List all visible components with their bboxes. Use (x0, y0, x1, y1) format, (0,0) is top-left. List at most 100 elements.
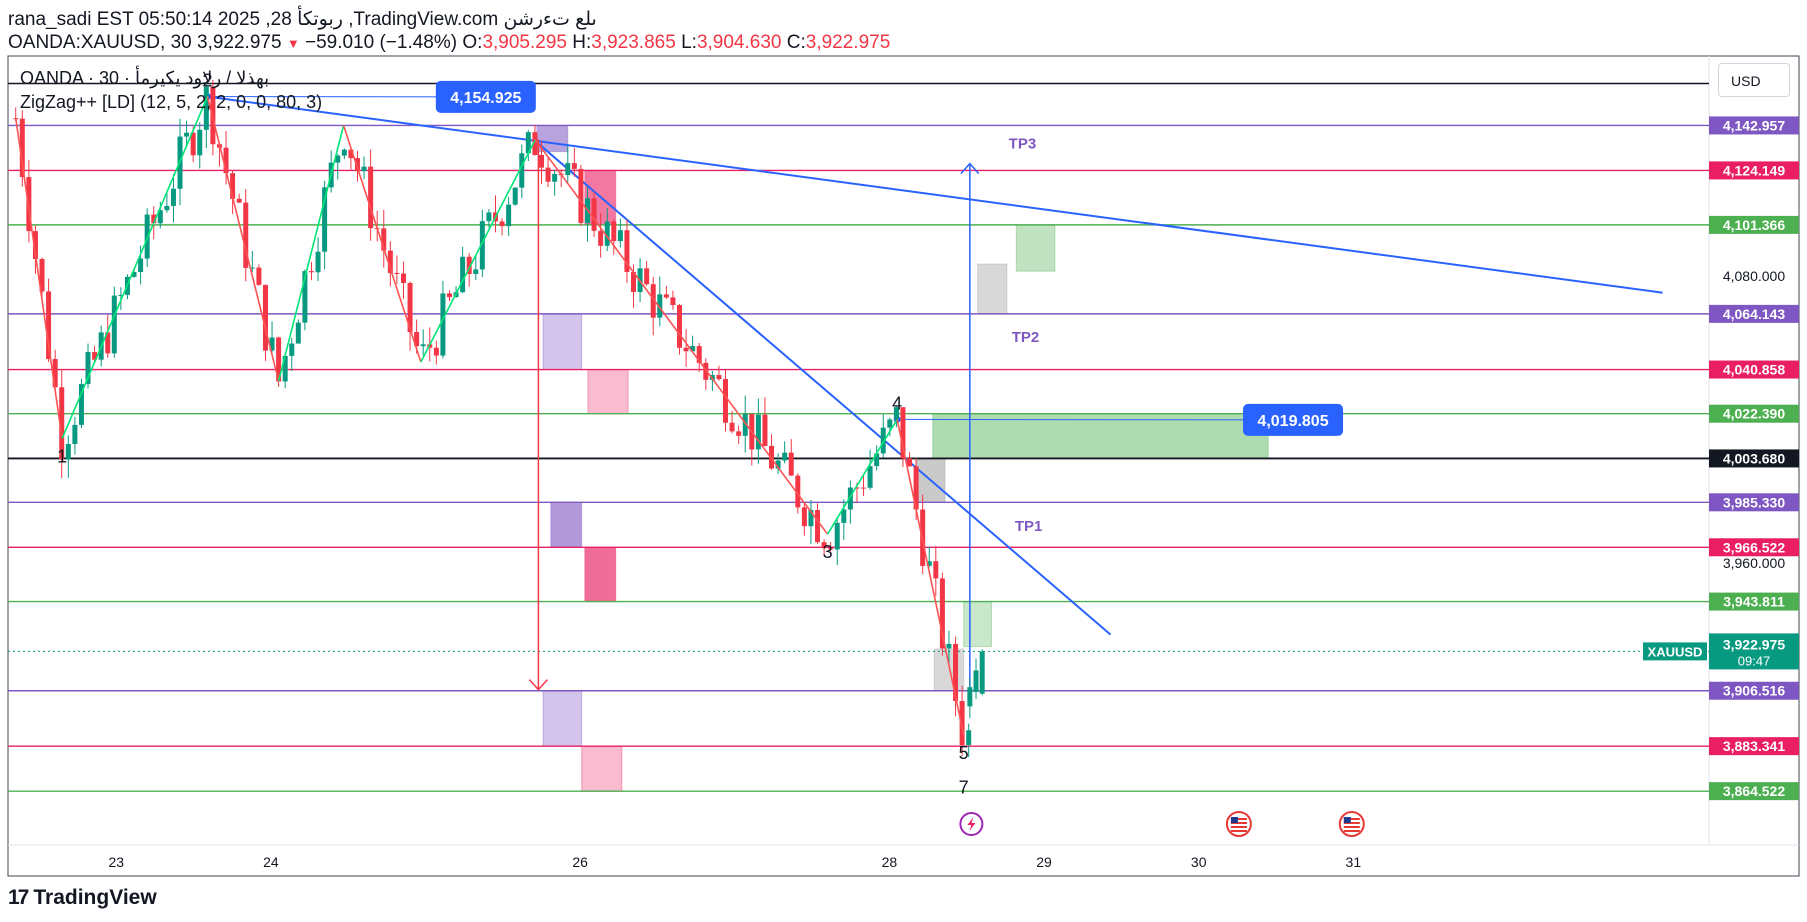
zone-green-6 (932, 413, 1269, 459)
chart-legend-symbol[interactable]: OANDA · 30 · بهذلا / رلاود يكيرمأ (20, 68, 270, 88)
candle-body-76 (512, 187, 518, 205)
candle-body-137 (913, 466, 919, 510)
candle-body-59 (400, 273, 406, 284)
zigzag-point-label-1: 1 (57, 447, 67, 467)
level-badge-label-2: 4,101.366 (1723, 217, 1785, 233)
x-tick-label-5: 30 (1191, 854, 1207, 870)
price-change: −59.010 (−1.48%) (304, 32, 458, 53)
zigzag-segment-7 (826, 419, 898, 535)
price-callout-0 (435, 80, 536, 113)
candle-body-43 (295, 322, 301, 344)
candle-body-119 (795, 475, 801, 508)
last-price: 3,922.975 (197, 32, 282, 53)
candle-body-62 (420, 344, 426, 347)
high-label: H: (572, 32, 592, 53)
candle-body-78 (525, 132, 531, 154)
open-value: 3,905.295 (482, 32, 567, 53)
candle-body-105 (703, 362, 709, 380)
candle-body-66 (446, 293, 452, 298)
us-flag-event-icon-stripe-2-1 (1343, 822, 1360, 824)
candle-body-84 (565, 163, 571, 176)
level-badge-1 (1709, 161, 1799, 180)
candle-body-129 (861, 487, 867, 489)
tradingview-logo[interactable]: 17 TradingView (8, 886, 157, 910)
level-badge-label-5: 4,022.390 (1723, 406, 1785, 422)
candle-body-33 (230, 173, 236, 199)
candle-body-32 (223, 147, 229, 174)
arrow-head-1 (960, 162, 980, 175)
chart-legend-indicator[interactable]: ZigZag++ [LD] (12, 5, 2, 2, 0, 0, 80, 3) (20, 92, 323, 112)
level-badge-label-3: 4,064.143 (1723, 306, 1785, 322)
candle-body-79 (532, 132, 538, 155)
lightning-event-icon-bolt-0 (967, 817, 976, 831)
x-tick-label-0: 23 (108, 854, 124, 870)
candle-body-3 (32, 231, 38, 260)
candle-body-52 (354, 158, 360, 172)
target-label-tp1: TP1 (1015, 518, 1043, 535)
candle-body-101 (677, 305, 683, 348)
zone-red-9 (584, 546, 617, 603)
candle-body-40 (276, 337, 282, 382)
candle-body-26 (184, 132, 190, 137)
close-value: 3,922.975 (805, 32, 891, 53)
candle-body-7 (59, 387, 65, 460)
trendline-1 (533, 138, 1112, 636)
zone-purple-4 (542, 313, 583, 371)
level-badge-label-4: 4,040.858 (1723, 362, 1785, 378)
candle-body-24 (170, 188, 176, 206)
candle-body-85 (571, 163, 577, 169)
zigzag-segment-5 (420, 139, 537, 363)
symbol-interval[interactable]: OANDA:XAUUSD, 30 (8, 32, 192, 53)
level-badge-label-8: 3,966.522 (1723, 539, 1785, 555)
lightning-event-icon-ring-0 (959, 812, 984, 836)
level-badge-5 (1709, 404, 1799, 423)
candle-body-118 (788, 452, 794, 476)
candle-body-100 (670, 297, 676, 306)
zigzag-point-label-2: 2 (202, 71, 212, 91)
zone-purple-8 (550, 501, 583, 548)
us-flag-event-icon-stripe-1-1 (1230, 822, 1247, 824)
candle-body-11 (85, 352, 91, 385)
candle-body-134 (893, 407, 899, 420)
zone-red-5 (587, 369, 629, 415)
level-badge-7 (1709, 493, 1799, 512)
zone-green-10 (963, 601, 992, 648)
candle-body-56 (381, 228, 387, 251)
zone-green-2 (1015, 224, 1056, 272)
candle-body-110 (736, 431, 742, 436)
candle-body-140 (933, 561, 939, 579)
y-tick-label-1: 3,960.000 (1723, 555, 1785, 571)
us-flag-event-icon-stripe-2-3 (1343, 830, 1360, 832)
zone-red-13 (581, 745, 623, 792)
candle-body-74 (499, 221, 505, 227)
candle-body-41 (282, 355, 288, 382)
candle-body-9 (72, 424, 78, 444)
currency-button[interactable]: USD (1718, 63, 1790, 97)
candle-body-36 (249, 267, 255, 269)
candle-body-58 (394, 272, 400, 274)
candle-body-77 (519, 153, 525, 188)
candle-body-141 (939, 578, 945, 649)
level-badge-3 (1709, 304, 1799, 323)
candle-body-111 (742, 414, 748, 436)
level-badge-6 (1709, 449, 1799, 468)
candle-body-60 (407, 283, 413, 333)
us-flag-event-icon-stripe-1-3 (1230, 830, 1247, 832)
level-badge-0 (1709, 116, 1799, 135)
candle-body-53 (361, 166, 367, 172)
candle-body-86 (578, 168, 584, 224)
candle-body-34 (236, 198, 242, 203)
candle-body-89 (598, 230, 604, 246)
candle-body-99 (663, 294, 669, 298)
candle-body-46 (315, 251, 321, 273)
x-tick-label-3: 28 (882, 854, 898, 870)
candle-body-103 (690, 346, 696, 352)
zigzag-segment-8 (896, 419, 965, 736)
candle-body-47 (322, 187, 328, 252)
candle-body-130 (867, 466, 873, 488)
candle-body-125 (834, 522, 840, 550)
candle-body-12 (92, 352, 98, 360)
candle-body-126 (841, 509, 847, 523)
candle-body-116 (775, 460, 781, 469)
